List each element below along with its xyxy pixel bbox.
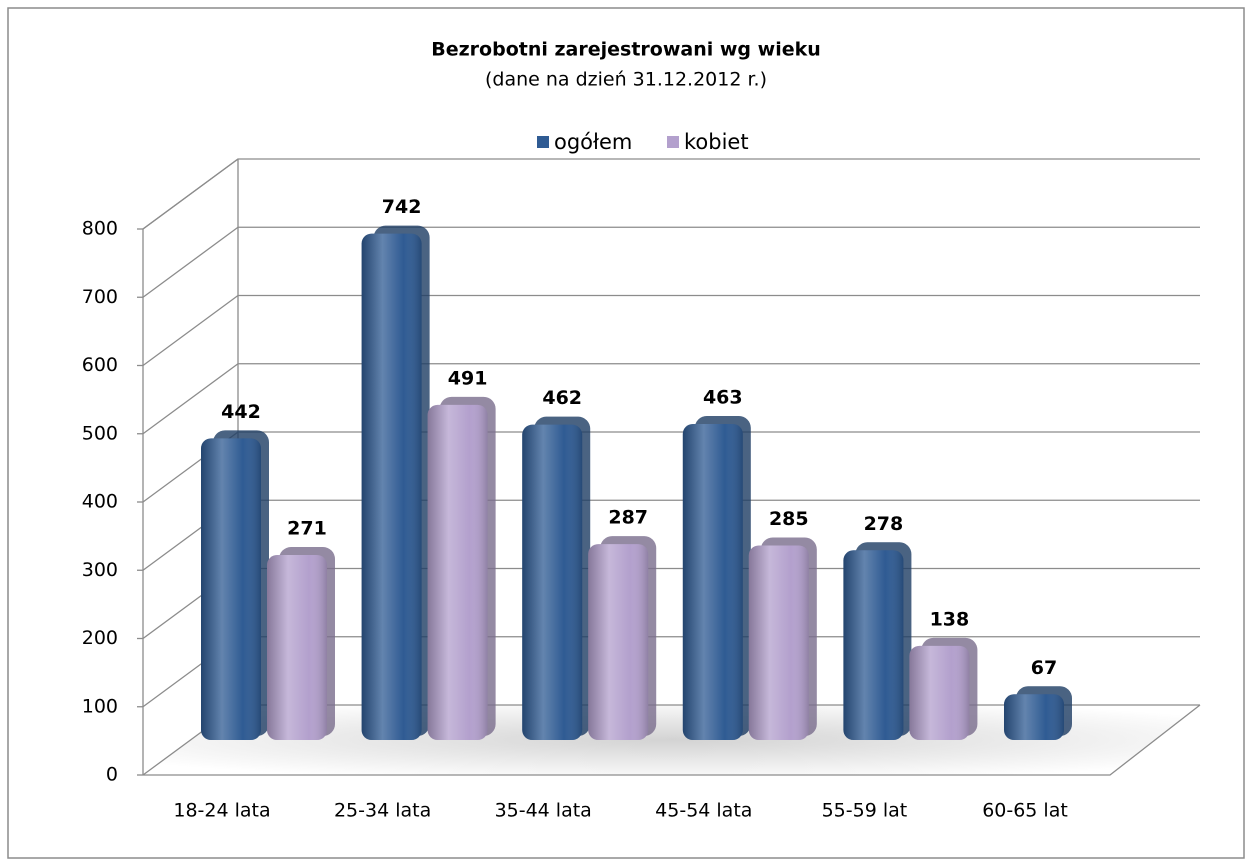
x-tick-label: 18-24 lata bbox=[173, 800, 270, 822]
bar bbox=[427, 396, 496, 740]
grid-line bbox=[142, 158, 1200, 230]
bar-part bbox=[909, 645, 970, 740]
value-label: 278 bbox=[864, 513, 904, 535]
grid-line bbox=[142, 363, 1200, 435]
legend-label: ogółem bbox=[554, 130, 632, 154]
value-label: 742 bbox=[382, 196, 422, 218]
bar-part bbox=[427, 404, 488, 740]
bar-part bbox=[588, 544, 649, 740]
value-label: 462 bbox=[542, 387, 582, 409]
y-tick-label: 600 bbox=[82, 354, 118, 376]
bar bbox=[1004, 686, 1072, 740]
value-label: 463 bbox=[703, 387, 743, 409]
value-label: 287 bbox=[608, 507, 648, 529]
grid-line bbox=[142, 226, 1200, 298]
bar-part bbox=[843, 550, 904, 740]
y-tick-label: 400 bbox=[82, 491, 118, 513]
value-label: 138 bbox=[930, 608, 970, 630]
bar-part bbox=[522, 424, 583, 740]
legend-label: kobiet bbox=[684, 130, 749, 154]
y-tick-label: 500 bbox=[82, 422, 118, 444]
bar bbox=[588, 536, 657, 740]
x-tick-label: 25-34 lata bbox=[334, 800, 431, 822]
bar-part bbox=[748, 545, 809, 740]
y-tick-label: 700 bbox=[82, 286, 118, 308]
bar bbox=[843, 542, 912, 740]
bar bbox=[909, 637, 978, 740]
bar-part bbox=[682, 424, 743, 740]
x-tick-label: 45-54 lata bbox=[655, 800, 752, 822]
bar bbox=[522, 416, 591, 740]
y-tick-label: 0 bbox=[106, 764, 118, 786]
legend-swatch bbox=[537, 136, 549, 148]
bar bbox=[682, 416, 751, 740]
chart-subtitle: (dane na dzień 31.12.2012 r.) bbox=[485, 69, 767, 91]
value-label: 491 bbox=[448, 367, 488, 389]
bar-part bbox=[1004, 694, 1064, 740]
value-label: 285 bbox=[769, 508, 809, 530]
y-tick-label: 100 bbox=[82, 695, 118, 717]
legend-swatch bbox=[667, 136, 679, 148]
floor-edge bbox=[143, 704, 1201, 776]
value-label: 67 bbox=[1031, 657, 1057, 679]
bar bbox=[267, 547, 335, 740]
bar bbox=[201, 430, 269, 740]
value-label: 271 bbox=[287, 518, 327, 540]
bar-part bbox=[267, 555, 327, 740]
grid-line bbox=[142, 294, 1200, 367]
bar bbox=[361, 225, 430, 740]
chart-title: Bezrobotni zarejestrowani wg wieku bbox=[431, 39, 821, 61]
y-tick-label: 300 bbox=[82, 559, 118, 581]
bar-part bbox=[201, 438, 261, 740]
x-tick-label: 60-65 lat bbox=[982, 800, 1068, 822]
x-tick-label: 35-44 lata bbox=[495, 800, 592, 822]
y-tick-label: 200 bbox=[82, 627, 118, 649]
bar bbox=[748, 537, 817, 740]
x-tick-label: 55-59 lat bbox=[822, 800, 908, 822]
value-label: 442 bbox=[221, 401, 261, 423]
bar-part bbox=[361, 233, 422, 740]
y-tick-label: 800 bbox=[82, 218, 118, 240]
